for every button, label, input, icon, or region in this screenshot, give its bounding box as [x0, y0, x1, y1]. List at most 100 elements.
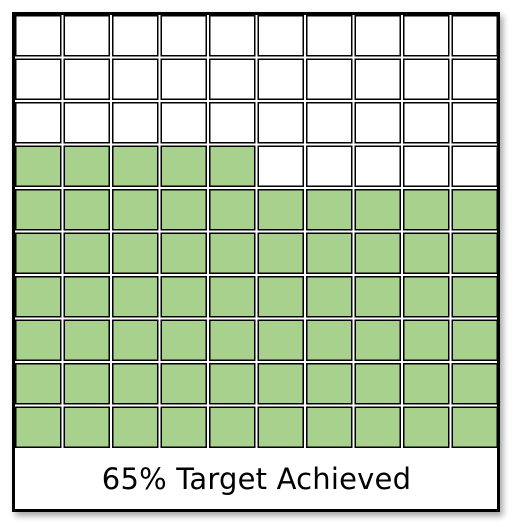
waffle-cell-filled: [306, 319, 353, 361]
waffle-cell-filled: [306, 276, 353, 318]
waffle-cell-filled: [403, 406, 450, 448]
waffle-cell-empty: [306, 102, 353, 144]
waffle-cell-filled: [209, 145, 256, 187]
waffle-cell-filled: [160, 189, 207, 231]
waffle-cell-filled: [209, 319, 256, 361]
waffle-cell-filled: [306, 363, 353, 405]
waffle-cell-filled: [306, 189, 353, 231]
waffle-cell-empty: [63, 15, 110, 57]
waffle-cell-empty: [257, 102, 304, 144]
waffle-cell-filled: [451, 406, 498, 448]
chart-caption: 65% Target Achieved: [101, 462, 412, 496]
waffle-cell-filled: [354, 363, 401, 405]
waffle-cell-filled: [63, 363, 110, 405]
waffle-cell-filled: [63, 145, 110, 187]
waffle-cell-filled: [354, 406, 401, 448]
waffle-cell-filled: [15, 189, 62, 231]
waffle-cell-empty: [403, 145, 450, 187]
waffle-cell-filled: [63, 232, 110, 274]
waffle-cell-filled: [160, 319, 207, 361]
waffle-cell-filled: [112, 276, 159, 318]
waffle-cell-filled: [403, 276, 450, 318]
waffle-cell-empty: [15, 58, 62, 100]
waffle-cell-filled: [63, 189, 110, 231]
waffle-cell-empty: [209, 102, 256, 144]
waffle-cell-filled: [306, 232, 353, 274]
waffle-cell-filled: [112, 363, 159, 405]
waffle-cell-filled: [209, 232, 256, 274]
waffle-cell-filled: [257, 189, 304, 231]
waffle-cell-filled: [257, 406, 304, 448]
waffle-cell-empty: [451, 145, 498, 187]
waffle-cell-empty: [354, 145, 401, 187]
waffle-cell-filled: [112, 189, 159, 231]
waffle-cell-filled: [306, 406, 353, 448]
waffle-cell-empty: [209, 58, 256, 100]
waffle-cell-empty: [257, 15, 304, 57]
waffle-cell-filled: [112, 232, 159, 274]
waffle-cell-filled: [160, 363, 207, 405]
waffle-cell-filled: [15, 406, 62, 448]
waffle-cell-filled: [63, 276, 110, 318]
waffle-cell-empty: [306, 145, 353, 187]
waffle-cell-filled: [403, 232, 450, 274]
waffle-cell-empty: [63, 58, 110, 100]
waffle-cell-empty: [403, 102, 450, 144]
waffle-cell-empty: [451, 15, 498, 57]
waffle-cell-filled: [354, 319, 401, 361]
waffle-cell-filled: [257, 276, 304, 318]
waffle-cell-filled: [257, 363, 304, 405]
waffle-cell-filled: [451, 189, 498, 231]
waffle-cell-empty: [403, 58, 450, 100]
waffle-cell-empty: [451, 102, 498, 144]
waffle-cell-empty: [403, 15, 450, 57]
waffle-cell-empty: [160, 102, 207, 144]
waffle-cell-empty: [354, 102, 401, 144]
waffle-cell-empty: [112, 102, 159, 144]
waffle-grid: [15, 15, 498, 448]
waffle-cell-empty: [257, 145, 304, 187]
waffle-cell-empty: [451, 58, 498, 100]
waffle-cell-filled: [403, 319, 450, 361]
waffle-cell-filled: [112, 145, 159, 187]
waffle-cell-empty: [209, 15, 256, 57]
waffle-cell-empty: [354, 15, 401, 57]
waffle-cell-empty: [306, 58, 353, 100]
waffle-cell-filled: [209, 363, 256, 405]
waffle-cell-filled: [403, 363, 450, 405]
waffle-cell-filled: [257, 319, 304, 361]
waffle-cell-filled: [160, 406, 207, 448]
waffle-cell-empty: [15, 102, 62, 144]
waffle-cell-empty: [160, 58, 207, 100]
waffle-cell-filled: [15, 145, 62, 187]
waffle-cell-empty: [306, 15, 353, 57]
waffle-cell-filled: [209, 276, 256, 318]
waffle-cell-filled: [451, 363, 498, 405]
waffle-cell-filled: [112, 406, 159, 448]
waffle-cell-filled: [257, 232, 304, 274]
waffle-cell-empty: [257, 58, 304, 100]
waffle-cell-filled: [451, 319, 498, 361]
waffle-cell-empty: [112, 58, 159, 100]
waffle-cell-empty: [112, 15, 159, 57]
waffle-cell-filled: [15, 232, 62, 274]
waffle-cell-filled: [451, 232, 498, 274]
waffle-cell-empty: [160, 15, 207, 57]
waffle-cell-filled: [160, 145, 207, 187]
waffle-cell-filled: [209, 189, 256, 231]
waffle-cell-filled: [354, 232, 401, 274]
waffle-cell-filled: [15, 319, 62, 361]
waffle-cell-filled: [15, 276, 62, 318]
waffle-cell-filled: [354, 189, 401, 231]
waffle-cell-filled: [403, 189, 450, 231]
waffle-cell-filled: [15, 363, 62, 405]
waffle-cell-empty: [354, 58, 401, 100]
waffle-cell-filled: [160, 276, 207, 318]
waffle-cell-filled: [112, 319, 159, 361]
waffle-cell-filled: [451, 276, 498, 318]
waffle-cell-filled: [63, 406, 110, 448]
waffle-cell-empty: [15, 15, 62, 57]
waffle-cell-filled: [209, 406, 256, 448]
waffle-cell-empty: [63, 102, 110, 144]
waffle-cell-filled: [354, 276, 401, 318]
